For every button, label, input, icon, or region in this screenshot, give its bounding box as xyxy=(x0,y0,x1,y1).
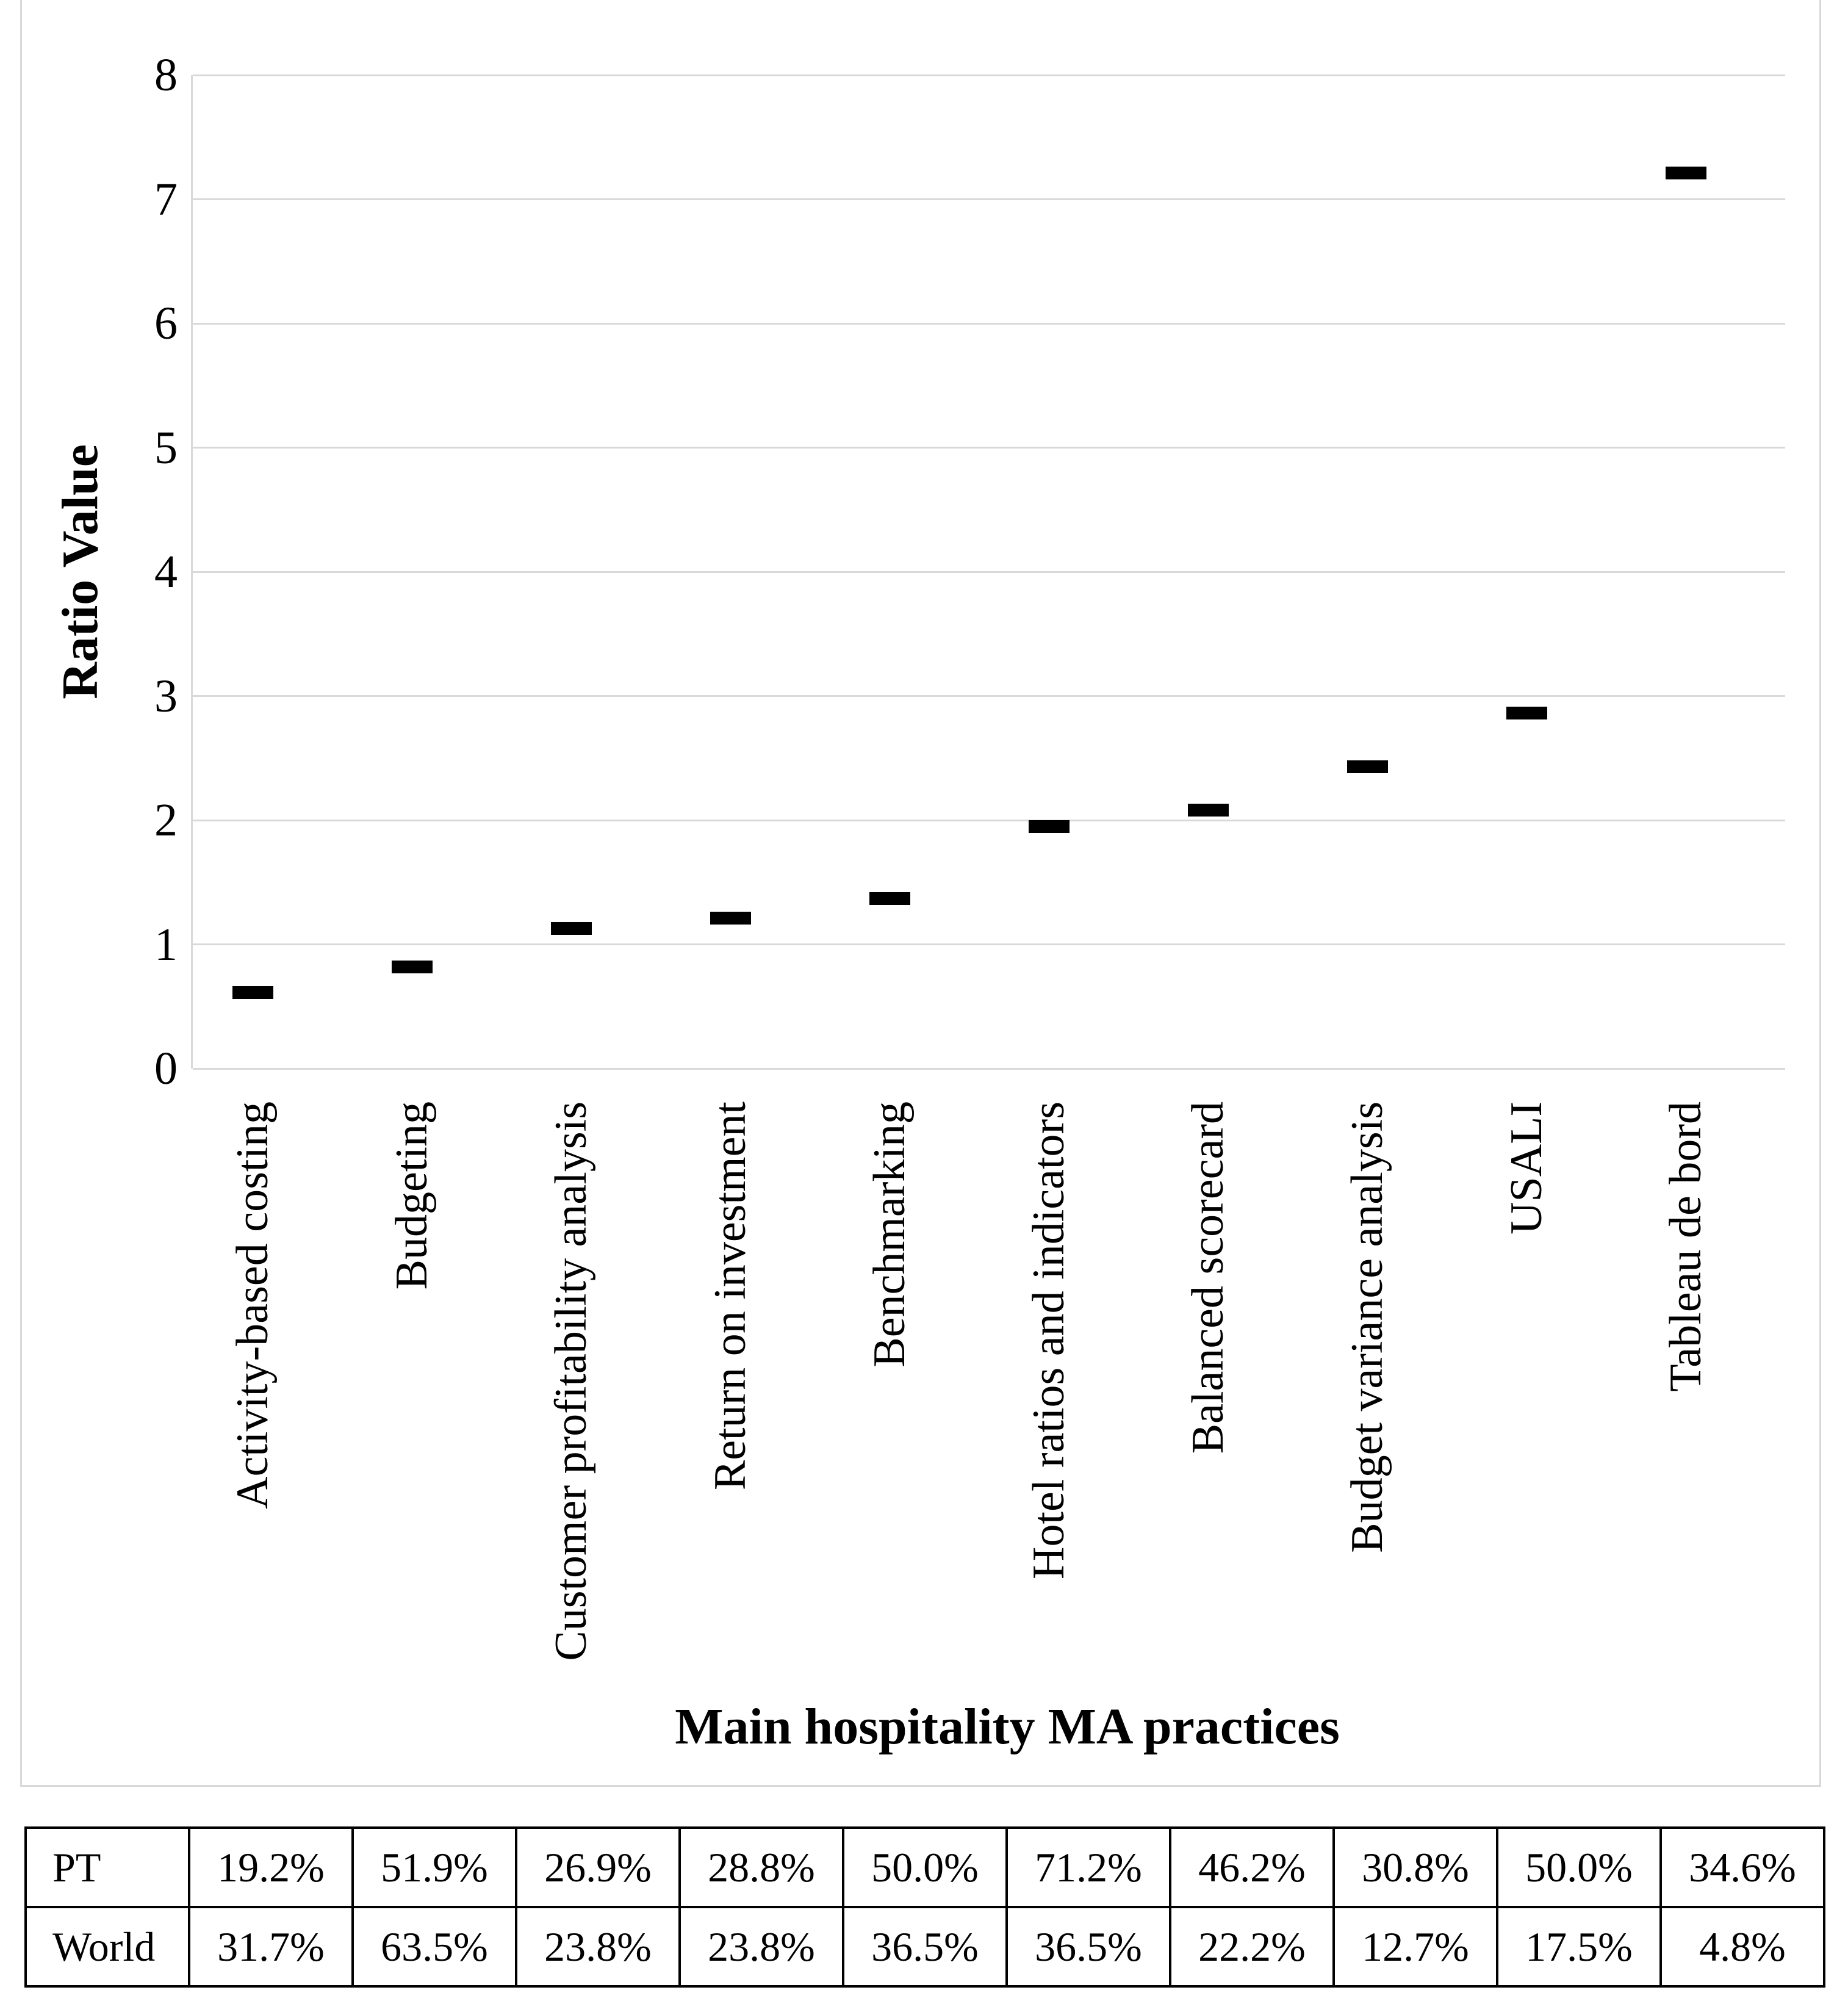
table-value-cell: 17.5% xyxy=(1498,1908,1662,1988)
data-mark xyxy=(869,892,910,905)
y-tick-label: 2 xyxy=(154,795,178,846)
table-value-cell: 51.9% xyxy=(354,1829,517,1908)
table-value-cell: 63.5% xyxy=(354,1908,517,1988)
table-value-cell: 23.8% xyxy=(681,1908,844,1988)
chart-area: Ratio Value Main hospitality MA practice… xyxy=(20,0,1821,1787)
table-value-cell: 19.2% xyxy=(190,1829,354,1908)
table-value-cell: 46.2% xyxy=(1171,1829,1335,1908)
data-mark xyxy=(1187,804,1229,817)
table-value-cell: 23.8% xyxy=(517,1908,681,1988)
table-value-cell: 34.6% xyxy=(1662,1829,1825,1908)
x-axis-title: Main hospitality MA practices xyxy=(675,1698,1340,1755)
x-category-label: USALI xyxy=(1501,1101,1551,1235)
data-mark xyxy=(1506,707,1547,720)
data-mark xyxy=(391,960,433,973)
y-tick-label: 5 xyxy=(154,422,178,474)
plot-area xyxy=(191,74,1785,1070)
data-mark xyxy=(710,912,751,925)
table-row-label: PT xyxy=(27,1829,190,1908)
data-mark xyxy=(1346,760,1388,773)
gridline-y2 xyxy=(193,819,1785,821)
y-tick-label: 1 xyxy=(154,918,178,970)
table-value-cell: 71.2% xyxy=(1008,1829,1171,1908)
table-value-cell: 50.0% xyxy=(1498,1829,1662,1908)
x-category-label: Hotel ratios and indicators xyxy=(1024,1101,1074,1579)
y-tick-label: 6 xyxy=(154,298,178,349)
table-value-cell: 36.5% xyxy=(1008,1908,1171,1988)
table-row-label: World xyxy=(27,1908,190,1988)
x-category-label: Return on investment xyxy=(705,1101,755,1491)
table-value-cell: 26.9% xyxy=(517,1829,681,1908)
y-tick-label: 0 xyxy=(154,1043,178,1094)
y-tick-label: 4 xyxy=(154,546,178,597)
data-mark xyxy=(232,986,273,1000)
data-mark xyxy=(1028,820,1070,833)
x-category-label: Balanced scorecard xyxy=(1183,1101,1233,1454)
data-mark xyxy=(550,921,592,935)
y-tick-label: 3 xyxy=(154,670,178,722)
y-tick-label: 7 xyxy=(154,173,178,225)
gridline-y8 xyxy=(193,74,1785,76)
table-value-cell: 50.0% xyxy=(844,1829,1008,1908)
table-value-cell: 36.5% xyxy=(844,1908,1008,1988)
table-value-cell: 22.2% xyxy=(1171,1908,1335,1988)
x-category-label: Activity-based costing xyxy=(228,1101,278,1509)
gridline-y3 xyxy=(193,695,1785,697)
x-category-label: Benchmarking xyxy=(865,1101,915,1368)
x-category-label: Tableau de bord xyxy=(1661,1101,1711,1392)
table-value-cell: 28.8% xyxy=(681,1829,844,1908)
x-category-label: Budget variance analysis xyxy=(1342,1101,1392,1553)
x-category-label: Budgeting xyxy=(387,1101,437,1290)
gridline-y6 xyxy=(193,322,1785,325)
table-value-cell: 4.8% xyxy=(1662,1908,1825,1988)
data-mark xyxy=(1665,167,1706,180)
y-tick-label: 8 xyxy=(154,49,178,101)
gridline-y7 xyxy=(193,198,1785,200)
table-value-cell: 31.7% xyxy=(190,1908,354,1988)
table-value-cell: 30.8% xyxy=(1335,1829,1498,1908)
gridline-y4 xyxy=(193,571,1785,573)
gridline-y1 xyxy=(193,943,1785,945)
data-table: PT 19.2% 51.9% 26.9% 28.8% 50.0% 71.2% 46.2% 30.… xyxy=(24,1826,1825,1988)
table-value-cell: 12.7% xyxy=(1335,1908,1498,1988)
gridline-y0 xyxy=(193,1067,1785,1070)
x-category-label: Customer profitability analysis xyxy=(546,1101,596,1661)
gridline-y5 xyxy=(193,447,1785,449)
